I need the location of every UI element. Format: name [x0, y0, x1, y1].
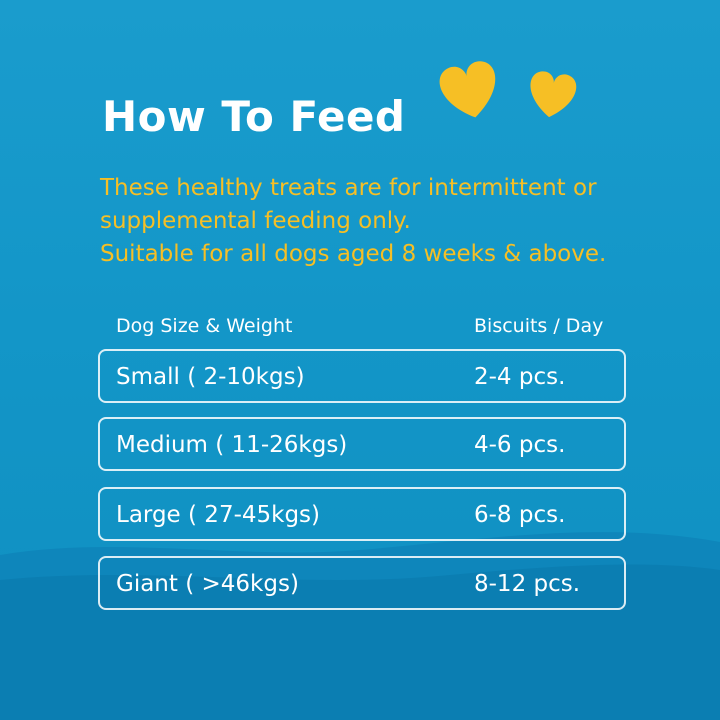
- dog-size-label: Medium ( 11-26kgs): [116, 432, 348, 458]
- dog-size-label: Large ( 27-45kgs): [116, 502, 321, 528]
- biscuits-per-day: 6-8 pcs.: [474, 502, 566, 528]
- feeding-row-small: Small ( 2-10kgs) 2-4 pcs.: [98, 349, 626, 403]
- feeding-intro: These healthy treats are for intermitten…: [100, 172, 700, 271]
- heart-icon: [530, 71, 577, 118]
- biscuits-per-day: 2-4 pcs.: [474, 364, 566, 390]
- column-header-biscuits: Biscuits / Day: [474, 315, 604, 337]
- intro-line: Suitable for all dogs aged 8 weeks & abo…: [100, 241, 607, 267]
- biscuits-per-day: 8-12 pcs.: [474, 571, 581, 597]
- intro-line: supplemental feeding only.: [100, 208, 411, 234]
- feeding-row-medium: Medium ( 11-26kgs) 4-6 pcs.: [98, 417, 626, 471]
- feeding-row-giant: Giant ( >46kgs) 8-12 pcs.: [98, 556, 626, 610]
- feeding-row-large: Large ( 27-45kgs) 6-8 pcs.: [98, 487, 626, 541]
- dog-size-label: Giant ( >46kgs): [116, 571, 299, 597]
- background-wave: [0, 532, 720, 720]
- intro-line: These healthy treats are for intermitten…: [100, 175, 597, 201]
- heart-icon: [439, 61, 496, 118]
- dog-size-label: Small ( 2-10kgs): [116, 364, 305, 390]
- column-header-size: Dog Size & Weight: [116, 315, 293, 337]
- biscuits-per-day: 4-6 pcs.: [474, 432, 566, 458]
- hearts-decoration: [439, 61, 577, 118]
- page-title: How To Feed: [102, 92, 406, 141]
